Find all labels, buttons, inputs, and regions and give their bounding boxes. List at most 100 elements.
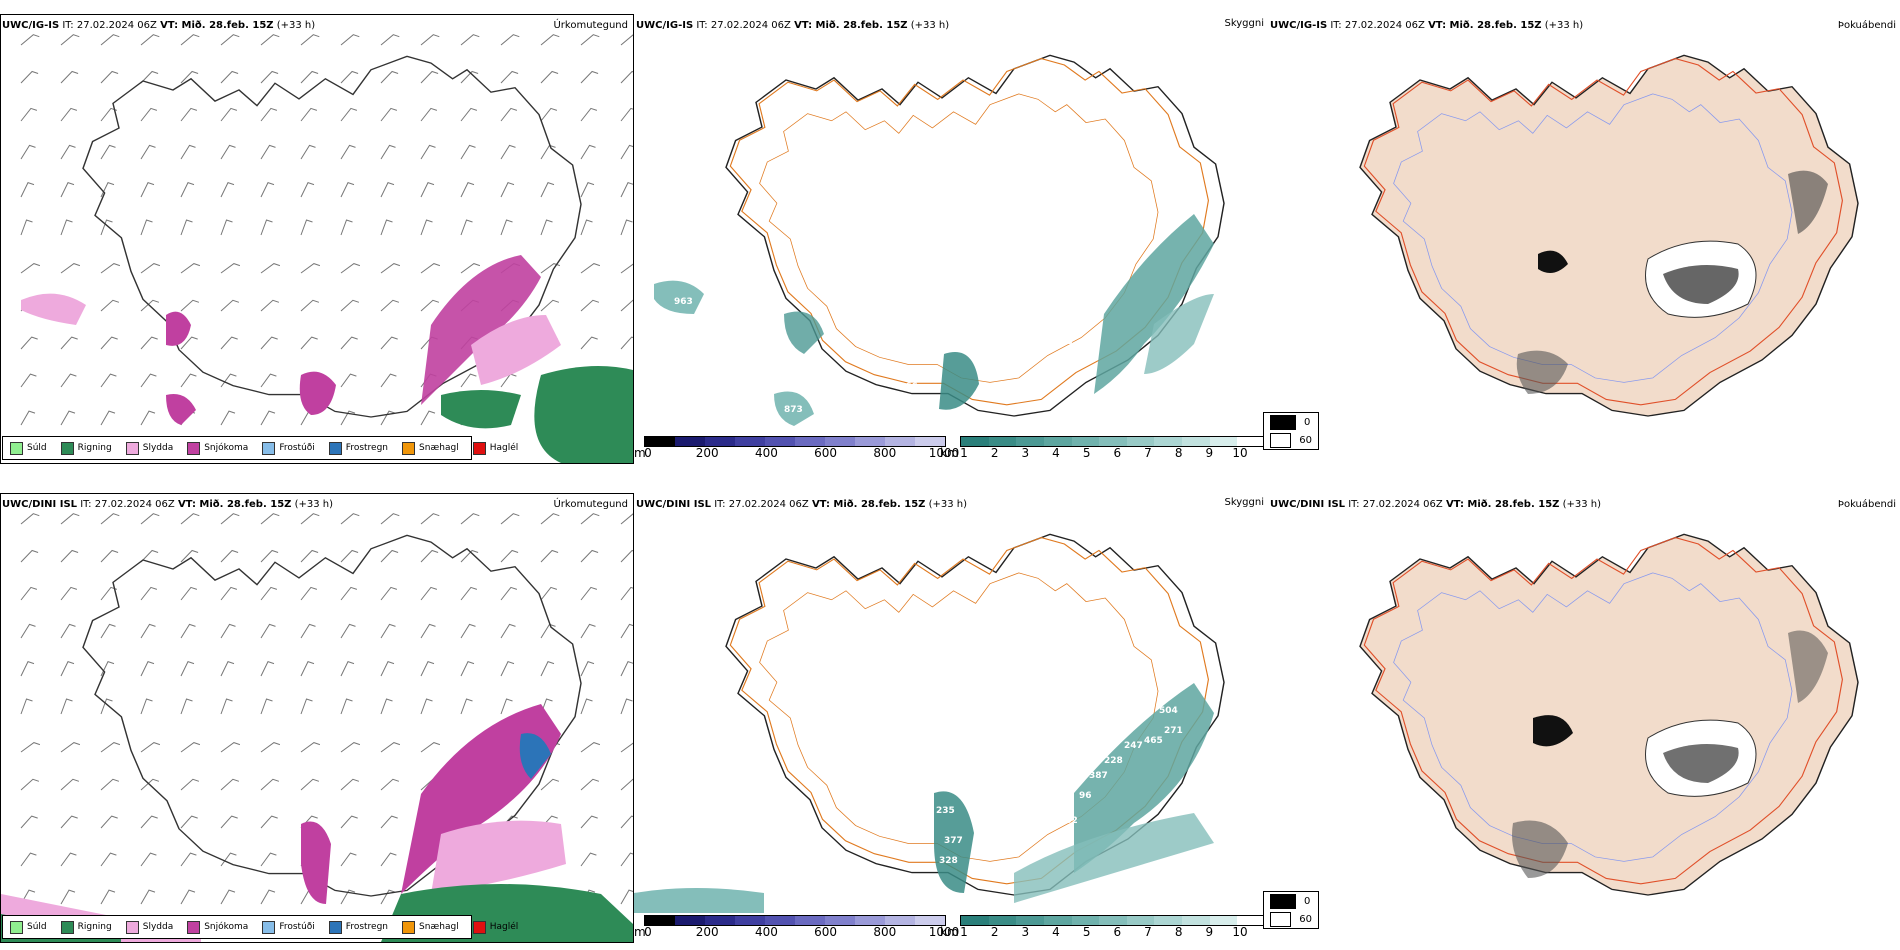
panel-title: UWC/DINI ISL IT: 27.02.2024 06Z VT: Mið.… (2, 499, 333, 510)
low-vis-area (654, 280, 704, 314)
wind-barb (620, 852, 633, 867)
wind-barb (580, 660, 595, 677)
colorbar-segment (795, 437, 825, 446)
panel-field-label: Skyggni (1224, 497, 1264, 508)
colorbar-segment (735, 916, 765, 925)
wind-barb (580, 778, 600, 791)
panel-title: UWC/DINI ISL IT: 27.02.2024 06Z VT: Mið.… (636, 499, 967, 510)
low-vis-area (1094, 214, 1214, 394)
colorbar-tick: 8 (1174, 925, 1183, 939)
legend-label: Súld (27, 443, 47, 453)
model-label: UWC/DINI ISL (636, 499, 712, 510)
fog-map-bottom (1359, 533, 1859, 896)
wind-barb (20, 373, 37, 388)
precip-type-legend: Súld Rigning Slydda Snjókoma Frostúði Frostre… (2, 915, 518, 939)
wind-barb (460, 34, 480, 46)
wind-barb (500, 107, 518, 122)
fog-legend-row: 0 (1264, 892, 1318, 910)
wind-barb (60, 852, 77, 867)
legend-swatch (1270, 432, 1292, 448)
wind-barb (380, 698, 393, 715)
colorbar-tick: 400 (754, 446, 778, 460)
wind-barb (140, 623, 156, 639)
issue-time: IT: 27.02.2024 06Z (1348, 499, 1443, 510)
rain-area (441, 390, 521, 429)
lead-time: (+33 h) (928, 499, 968, 510)
legend-label: Frostúði (279, 922, 315, 932)
model-label: UWC/IG-IS (636, 20, 694, 31)
valid-time: VT: Mið. 28.feb. 15Z (177, 499, 292, 510)
fog-area (1533, 715, 1573, 747)
wind-barb (580, 549, 599, 563)
wind-barb (540, 219, 553, 236)
wind-barb (180, 778, 200, 791)
wind-barb (180, 889, 196, 905)
colorbar-tick: 200 (695, 925, 719, 939)
colorbar-segment (1071, 437, 1100, 446)
wind-barb (380, 219, 393, 236)
colorbar-tick: 1000 (928, 925, 960, 939)
colorbar-tick: 3 (1021, 925, 1030, 939)
wind-barb (220, 410, 236, 426)
panel-field-label: Úrkomutegund (553, 20, 628, 31)
wind-barb (620, 742, 633, 753)
wind-barb (380, 852, 397, 867)
colorbar-tick: 800 (873, 446, 897, 460)
ceiling-value-label: 366 (899, 382, 918, 392)
colorbar-segment (705, 916, 735, 925)
precip-type-legend: Súld Rigning Slydda Snjókoma Frostúði Frostre… (2, 436, 518, 460)
wind-barb (380, 336, 398, 350)
colorbar-tick: 1000 (928, 446, 960, 460)
wind-barb (180, 623, 196, 639)
wind-barb (340, 586, 358, 601)
panel-title: UWC/IG-IS IT: 27.02.2024 06Z VT: Mið. 28… (1270, 20, 1583, 31)
colorbar-segment (1043, 437, 1072, 446)
ceiling-value-label: 358 (1089, 282, 1108, 292)
wind-barb (300, 586, 318, 601)
wind-barb (60, 181, 75, 198)
ceiling-value-label: 963 (674, 297, 693, 307)
valid-time: VT: Mið. 28.feb. 15Z (1428, 20, 1542, 31)
colorbar-tick: 9 (1205, 446, 1214, 460)
colorbar-segment (1209, 437, 1238, 446)
wind-barb (340, 219, 353, 236)
wind-barb (580, 219, 593, 236)
fog-legend-row: 60 (1264, 910, 1318, 928)
legend-item: Haglél (472, 441, 518, 455)
wind-barb (620, 549, 633, 563)
wind-barb (140, 373, 157, 388)
wind-barb (380, 513, 400, 525)
ceiling-value-label: 416 (1054, 307, 1073, 317)
wind-barb (580, 181, 595, 198)
wind-barb (60, 889, 76, 905)
model-label: UWC/IG-IS (1270, 20, 1328, 31)
legend-label: Snæhagl (419, 922, 459, 932)
ceiling-value-label: 248 (1124, 239, 1143, 249)
ceiling-ticks: 0 200 400 600 800 1000 (644, 925, 959, 939)
colorbar-segment (915, 916, 945, 925)
wind-barb (260, 410, 276, 426)
wind-barb (140, 660, 155, 677)
legend-item: Súld (10, 441, 47, 455)
wind-barb (460, 586, 478, 601)
ceiling-value-label: 235 (936, 806, 955, 816)
wind-barb (180, 219, 193, 236)
ceiling-value-label: 247 (1124, 741, 1143, 751)
colorbar-segment (675, 437, 705, 446)
legend-item: Slydda (125, 441, 173, 455)
colorbar-segment (885, 916, 915, 925)
legend-item: Frostúði (262, 441, 315, 455)
wind-barb (420, 549, 439, 563)
colorbar-tick: 800 (873, 925, 897, 939)
issue-time: IT: 27.02.2024 06Z (80, 499, 175, 510)
ceiling-value-label: 470 (899, 352, 918, 362)
colorbar-segment (765, 916, 795, 925)
legend-item: Rigning (60, 441, 112, 455)
wind-barb (380, 742, 401, 753)
ceiling-value-label: 562 (1059, 816, 1078, 826)
wind-barb (20, 219, 33, 236)
colorbar-tick: 2 (990, 446, 999, 460)
wind-barb (540, 299, 560, 312)
legend-item: Súld (10, 920, 47, 934)
